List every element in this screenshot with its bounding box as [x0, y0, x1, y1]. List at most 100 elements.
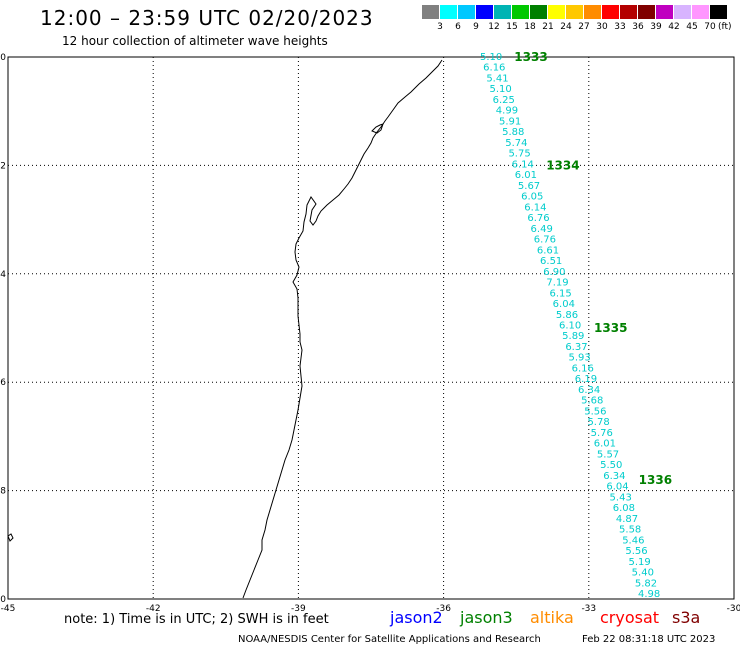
wave-height-label: 6.61 [537, 245, 559, 256]
scale-label: 45 [686, 22, 698, 32]
wave-height-label: 5.56 [584, 406, 606, 417]
wave-height-label: 6.01 [515, 170, 537, 181]
wave-height-label: 4.98 [638, 589, 660, 600]
scale-label: 12 [488, 22, 500, 32]
graticule [8, 57, 734, 599]
scale-swatch [584, 5, 601, 19]
pass-number-label: 1333 [514, 50, 547, 64]
wave-height-label: 5.82 [635, 578, 657, 589]
latitude-label: -14 [0, 270, 6, 280]
scale-swatch [674, 5, 691, 19]
wave-height-label: 6.34 [603, 471, 625, 482]
wave-height-label: 6.04 [606, 482, 628, 493]
scale-swatch [692, 5, 709, 19]
wave-height-label: 6.16 [483, 63, 505, 74]
wave-height-label: 6.51 [540, 256, 562, 267]
scale-swatch [476, 5, 493, 19]
satellite-legend-jason3: jason3 [460, 608, 513, 627]
wave-height-label: 5.68 [581, 396, 603, 407]
axis-labels: -10 -12 -14 -16 -18 -20-45 -42 -39 -36 -33 -30 [0, 53, 740, 614]
wave-height-label: 5.91 [499, 116, 521, 127]
wave-height-label: 5.40 [632, 568, 654, 579]
wave-height-label: 6.16 [572, 363, 594, 374]
scale-label: 3 [437, 22, 443, 32]
wave-height-label: 5.93 [568, 353, 590, 364]
wave-height-label: 5.46 [622, 535, 644, 546]
scale-swatch [530, 5, 547, 19]
latitude-label: -18 [0, 487, 6, 497]
footer-note: note: 1) Time is in UTC; 2) SWH is in fe… [64, 612, 329, 627]
satellite-legend-s3a: s3a [672, 608, 701, 627]
wave-height-label: 4.87 [616, 514, 638, 525]
wave-height-label: 5.19 [629, 557, 651, 568]
wave-height-label: 5.88 [502, 127, 524, 138]
wave-height-label: 5.78 [587, 417, 609, 428]
latitude-label: -16 [0, 378, 6, 388]
wave-height-label: 6.14 [512, 159, 534, 170]
pass-number-label: 1334 [546, 158, 579, 172]
scale-label: 42 [668, 22, 680, 32]
scale-label: 6 [455, 22, 461, 32]
wave-height-label: 6.19 [575, 374, 597, 385]
scale-swatch [512, 5, 529, 19]
wave-height-label: 6.90 [543, 267, 565, 278]
scale-swatch [458, 5, 475, 19]
scale-swatch [620, 5, 637, 19]
longitude-label: -39 [291, 604, 306, 614]
wave-height-label: 5.10 [480, 52, 502, 63]
wave-height-label: 6.25 [493, 95, 515, 106]
wave-height-label: 6.37 [565, 342, 587, 353]
scale-swatch [656, 5, 673, 19]
wave-height-label: 6.04 [553, 299, 575, 310]
scale-label: 15 [506, 22, 518, 32]
scale-swatch [440, 5, 457, 19]
wave-height-label: 6.15 [550, 288, 572, 299]
wave-height-label: 5.75 [508, 149, 530, 160]
wave-height-label: 6.34 [578, 385, 600, 396]
wave-height-label: 6.76 [534, 235, 556, 246]
wave-height-label: 5.57 [597, 449, 619, 460]
pass-number-label: 1336 [639, 473, 672, 487]
satellite-legend-altika: altika [530, 608, 574, 627]
scale-label: 33 [614, 22, 626, 32]
coastline-island [371, 123, 384, 134]
scale-swatch [638, 5, 655, 19]
scale-label: 36 [632, 22, 644, 32]
wave-height-label: 6.76 [527, 213, 549, 224]
footer-timestamp: Feb 22 08:31:18 UTC 2023 [582, 634, 716, 645]
wave-height-label: 7.19 [546, 278, 568, 289]
wave-height-label: 5.43 [610, 492, 632, 503]
map-frame [7, 56, 735, 600]
latitude-label: -12 [0, 161, 6, 171]
satellite-legend-cryosat: cryosat [600, 608, 660, 627]
wave-height-label: 6.08 [613, 503, 635, 514]
scale-label: 39 [650, 22, 662, 32]
scale-swatch [710, 5, 727, 19]
scale-unit: (ft) [718, 22, 732, 32]
longitude-label: -36 [436, 604, 451, 614]
scale-label: 30 [596, 22, 608, 32]
wave-height-label: 6.14 [524, 202, 546, 213]
wave-height-labels: 5.106.165.415.106.254.995.915.885.745.75… [480, 52, 660, 600]
map-subtitle: 12 hour collection of altimeter wave hei… [62, 34, 328, 48]
wave-height-label: 5.56 [625, 546, 647, 557]
wave-height-label: 5.76 [591, 428, 613, 439]
footer-credit: NOAA/NESDIS Center for Satellite Applica… [238, 634, 541, 645]
longitude-label: -33 [581, 604, 596, 614]
wave-height-label: 6.10 [559, 321, 581, 332]
longitude-label: -45 [1, 604, 16, 614]
wave-height-label: 4.99 [496, 106, 518, 117]
scale-swatch [548, 5, 565, 19]
longitude-label: -42 [146, 604, 161, 614]
wave-height-label: 5.74 [505, 138, 527, 149]
scale-swatch [602, 5, 619, 19]
wave-height-label: 6.01 [594, 439, 616, 450]
scale-label: 9 [473, 22, 479, 32]
latitude-label: -10 [0, 53, 6, 63]
wave-height-label: 5.89 [562, 331, 584, 342]
scale-swatch [566, 5, 583, 19]
wave-height-label: 6.49 [531, 224, 553, 235]
coastline-small-island [7, 533, 14, 542]
longitude-label: -30 [727, 604, 740, 614]
wave-height-label: 5.10 [489, 84, 511, 95]
